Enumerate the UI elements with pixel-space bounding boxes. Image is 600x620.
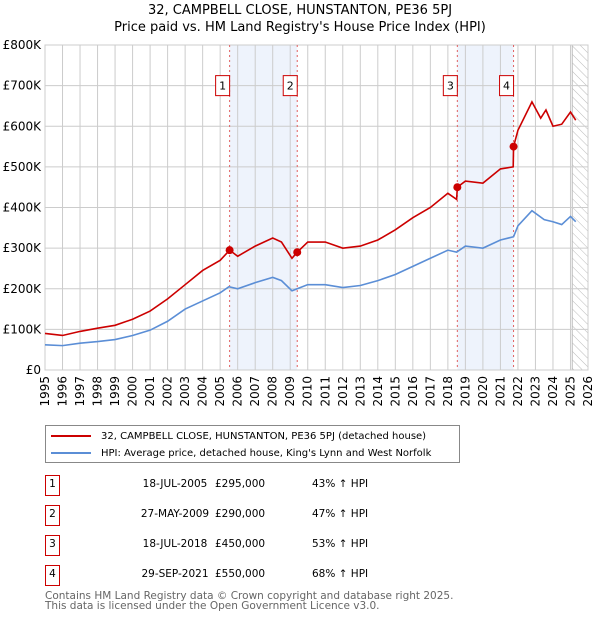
sale-label: 2 <box>287 80 294 93</box>
sale-label-box <box>499 75 515 97</box>
x-tick-label: 2009 <box>283 376 297 407</box>
x-tick-label: 1995 <box>38 376 52 407</box>
transaction-hpi-change: 68% ↑ HPI <box>312 568 369 580</box>
x-tick-label: 2000 <box>126 376 140 407</box>
x-tick-label: 2012 <box>336 376 350 407</box>
x-tick-label: 2005 <box>213 376 227 407</box>
x-tick-label: 2007 <box>248 376 262 407</box>
transaction-price: £295,000 <box>215 478 266 490</box>
x-tick-label: 2006 <box>231 376 245 407</box>
sale-label-box <box>282 75 298 97</box>
transaction-price: £550,000 <box>215 568 266 580</box>
x-tick-label: 2014 <box>371 376 385 407</box>
chart-subtitle: Price paid vs. HM Land Registry's House … <box>114 20 486 35</box>
sale-point <box>293 248 302 257</box>
x-tick-label: 2002 <box>161 376 175 407</box>
x-tick-label: 2008 <box>266 376 280 407</box>
x-tick-label: 2015 <box>388 376 402 407</box>
legend-item-property: 32, CAMPBELL CLOSE, HUNSTANTON, PE36 5PJ… <box>46 428 426 444</box>
y-tick-label: £200K <box>3 282 43 296</box>
chart-title: 32, CAMPBELL CLOSE, HUNSTANTON, PE36 5PJ <box>147 3 453 18</box>
x-tick-label: 1996 <box>56 376 70 407</box>
hpi-line <box>44 209 577 347</box>
footer-line-2: This data is licensed under the Open Gov… <box>45 600 380 612</box>
x-tick-label: 2010 <box>301 376 315 407</box>
y-tick-label: £300K <box>3 241 43 255</box>
footer-line-1: Contains HM Land Registry data © Crown c… <box>45 590 454 602</box>
transaction-price: £450,000 <box>215 538 266 550</box>
sale-point <box>225 246 234 255</box>
transaction-hpi-change: 53% ↑ HPI <box>312 538 369 550</box>
legend-item-hpi: HPI: Average price, detached house, King… <box>46 445 431 461</box>
sale-label-box <box>442 75 458 97</box>
transaction-price: £290,000 <box>215 508 266 520</box>
transaction-date: 18-JUL-2005 <box>142 478 208 490</box>
transaction-number: 1 <box>45 475 60 496</box>
legend-label: HPI: Average price, detached house, King… <box>101 447 432 459</box>
x-tick-label: 2023 <box>528 376 542 407</box>
sale-point <box>509 142 518 151</box>
transaction-date: 27-MAY-2009 <box>140 508 210 520</box>
sale-label: 4 <box>503 80 510 93</box>
x-tick-label: 2013 <box>353 376 367 407</box>
sale-point <box>453 183 462 192</box>
transaction-hpi-change: 47% ↑ HPI <box>312 508 369 520</box>
x-tick-label: 2025 <box>563 376 577 407</box>
x-tick-label: 2026 <box>581 376 595 407</box>
y-tick-label: £100K <box>3 322 43 336</box>
plot-frame <box>44 44 589 371</box>
sale-label: 1 <box>219 80 226 93</box>
transaction-date: 29-SEP-2021 <box>141 568 209 580</box>
transaction-number: 3 <box>45 535 60 556</box>
x-tick-label: 2003 <box>178 376 192 407</box>
x-tick-label: 1998 <box>91 376 105 407</box>
legend-label: 32, CAMPBELL CLOSE, HUNSTANTON, PE36 5PJ… <box>101 430 427 442</box>
x-tick-label: 2016 <box>406 376 420 407</box>
x-tick-label: 1997 <box>73 376 87 407</box>
x-tick-label: 2022 <box>511 376 525 407</box>
transaction-number: 4 <box>45 565 60 586</box>
x-tick-label: 2024 <box>546 376 560 407</box>
sale-label-box <box>215 75 231 97</box>
y-tick-label: £500K <box>3 160 43 174</box>
x-tick-label: 1999 <box>108 376 122 407</box>
transaction-hpi-change: 43% ↑ HPI <box>312 478 369 490</box>
x-tick-label: 2021 <box>493 376 507 407</box>
y-tick-label: £800K <box>3 38 43 52</box>
transaction-number: 2 <box>45 505 60 526</box>
x-tick-label: 2011 <box>318 376 332 407</box>
x-tick-label: 2001 <box>143 376 157 407</box>
transaction-date: 18-JUL-2018 <box>142 538 208 550</box>
y-tick-label: £600K <box>3 119 43 133</box>
legend-swatch-red <box>51 435 91 437</box>
y-tick-label: £400K <box>3 201 43 215</box>
x-tick-label: 2018 <box>441 376 455 407</box>
y-tick-label: £0 <box>26 363 41 377</box>
sale-label: 3 <box>447 80 454 93</box>
chart-plot: £0 £100K £200K £300K £400K £500K £600K £700K £80… <box>3 38 595 407</box>
price-paid-line <box>44 100 577 337</box>
x-tick-label: 2004 <box>196 376 210 407</box>
x-tick-label: 2017 <box>423 376 437 407</box>
y-tick-label: £700K <box>3 79 43 93</box>
legend: 32, CAMPBELL CLOSE, HUNSTANTON, PE36 5PJ… <box>45 425 460 463</box>
legend-swatch-blue <box>51 452 91 454</box>
x-tick-label: 2019 <box>458 376 472 407</box>
x-tick-label: 2020 <box>476 376 490 407</box>
